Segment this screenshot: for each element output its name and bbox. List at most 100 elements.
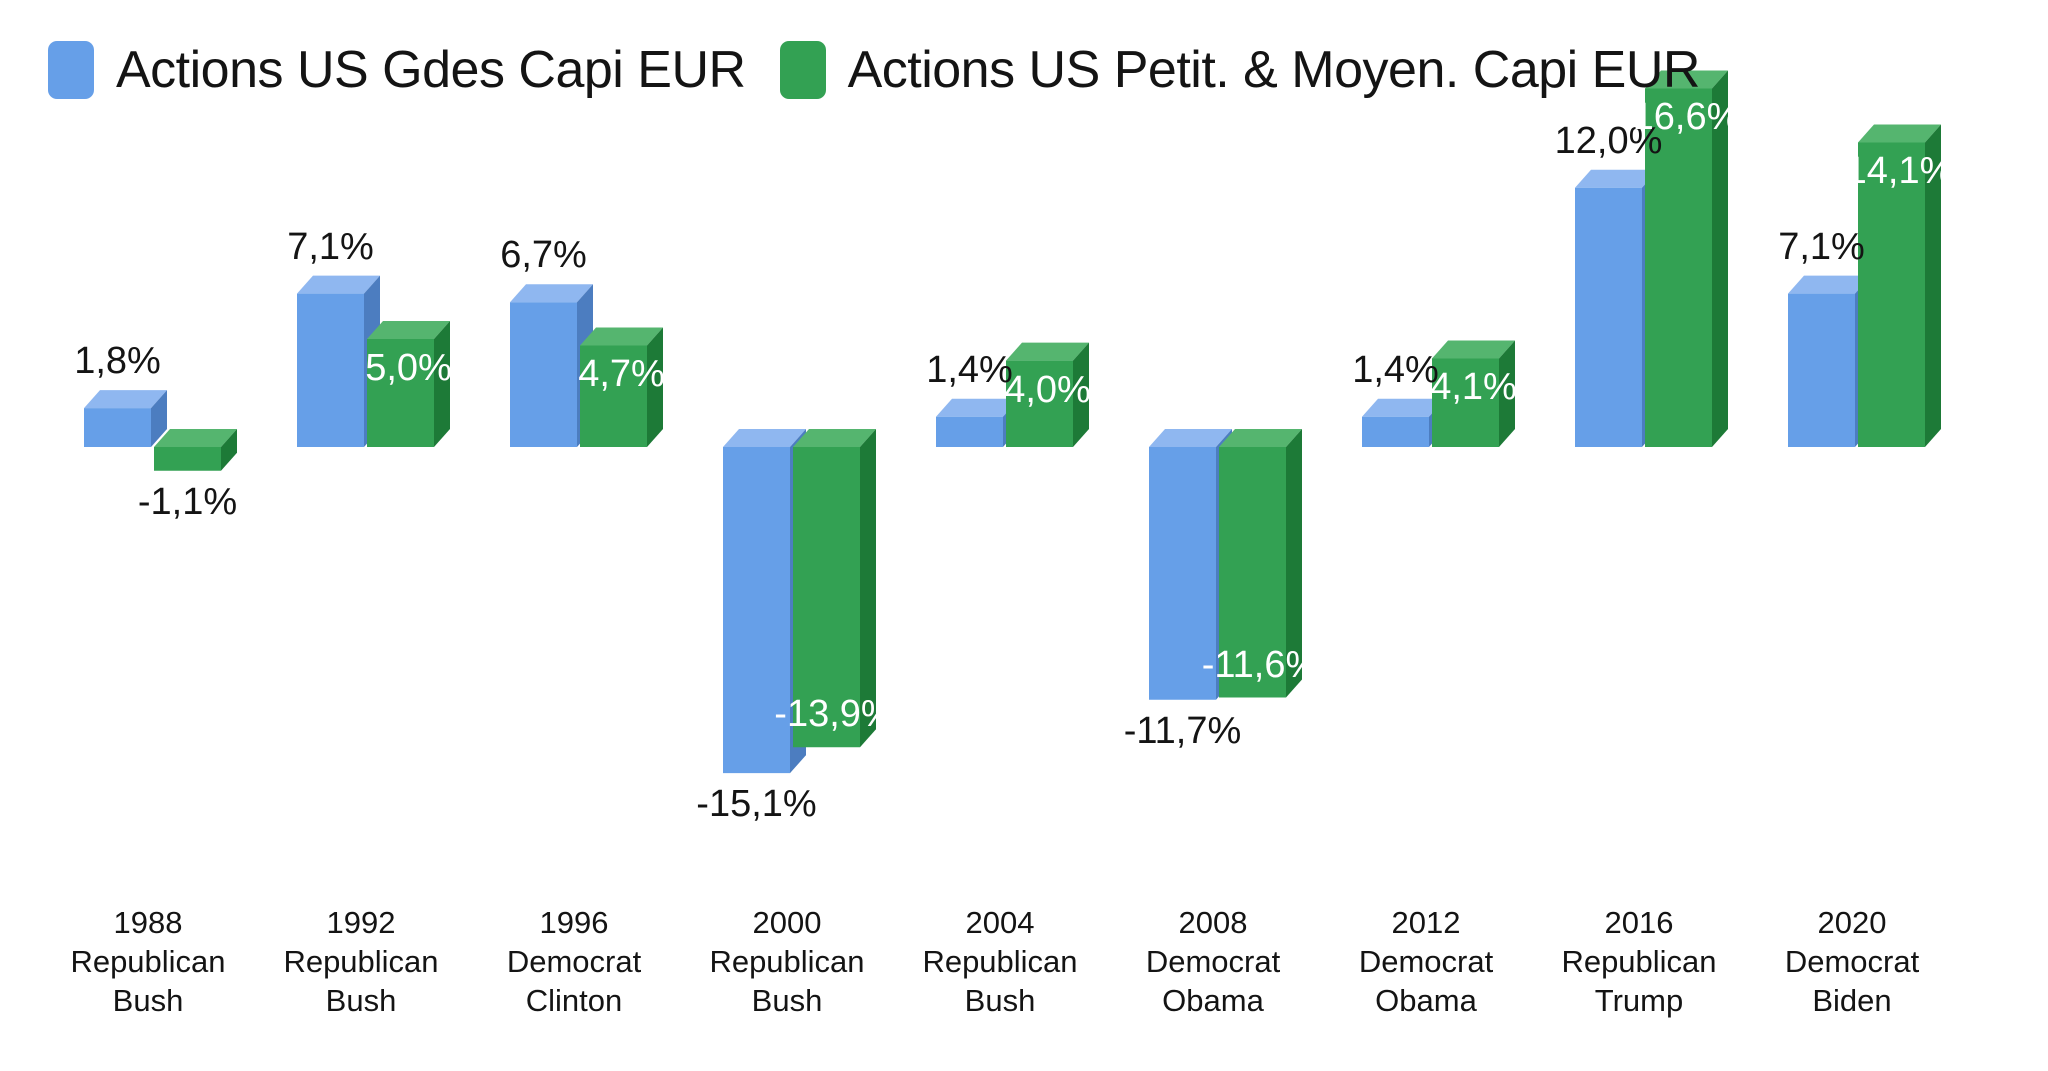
axis-label-2008-party: Democrat [1145, 944, 1281, 979]
bar-front-green-1988 [154, 447, 221, 471]
bar-side-green-2020 [1925, 124, 1941, 447]
value-label-green-2012: 4,1% [1430, 366, 1517, 409]
bar-top-blue-2000 [723, 429, 806, 447]
axis-label-2008-year: 2008 [1178, 905, 1248, 940]
axis-label-2016-year: 2016 [1604, 905, 1674, 940]
bar-top-green-2016 [1645, 70, 1728, 89]
bar-top-green-2012 [1432, 340, 1515, 359]
bar-front-green-2016 [1645, 88, 1712, 447]
bar-side-green-2012 [1499, 340, 1515, 447]
bar-top-green-1992 [367, 321, 450, 339]
bar-side-green-1992 [434, 321, 450, 447]
value-label-blue-2016: 12,0% [1554, 119, 1663, 162]
axis-label-1992-president: Bush [325, 983, 397, 1018]
bar-top-blue-2016 [1575, 169, 1658, 188]
bar-front-blue-2004 [936, 416, 1003, 447]
legend-label-large-cap: Actions US Gdes Capi EUR [116, 41, 746, 99]
axis-label-1992-party: Republican [283, 944, 439, 979]
legend-swatch-green-icon [779, 41, 826, 99]
legend-swatch-blue-icon [48, 41, 94, 99]
value-label-green-1992: 5,0% [365, 347, 452, 389]
axis-label-2012-president: Obama [1375, 983, 1477, 1018]
axis-label-1992-year: 1992 [326, 905, 396, 940]
bar-front-blue-2008 [1149, 447, 1216, 700]
bar-front-green-2004 [1006, 360, 1073, 447]
bar-side-green-2008 [1286, 429, 1302, 698]
bar-side-green-2000 [860, 429, 876, 748]
bar-top-blue-2008 [1149, 429, 1232, 447]
bar-side-green-1988 [221, 429, 237, 471]
axis-label-1988-year: 1988 [113, 905, 183, 940]
bar-top-blue-1992 [297, 275, 380, 294]
bar-side-green-2016 [1712, 70, 1728, 447]
axis-label-2016-party: Republican [1561, 944, 1717, 979]
axis-label-1996-party: Democrat [506, 944, 642, 979]
bar-side-green-1996 [647, 327, 663, 447]
value-label-blue-1996: 6,7% [500, 234, 587, 277]
value-label-green-2016: 16,6% [1632, 96, 1741, 139]
axis-label-2000-party: Republican [709, 944, 865, 979]
bar-top-blue-2020 [1788, 275, 1871, 294]
legend-label-small-mid-cap: Actions US Petit. & Moyen. Capi EUR [847, 41, 1701, 99]
bar-front-green-1996 [580, 345, 647, 447]
bar-top-green-1988 [154, 429, 237, 447]
bar-front-blue-2000 [723, 447, 790, 774]
chart-legend: Actions US Gdes Capi EUR Actions US Peti… [48, 40, 1700, 100]
value-label-blue-2008: -11,7% [1123, 709, 1242, 752]
bar-front-blue-1996 [510, 302, 577, 447]
axis-label-2012-party: Democrat [1358, 944, 1494, 979]
axis-label-1992: 1992 Republican Bush [254, 903, 468, 1020]
axis-label-2000: 2000 Republican Bush [680, 903, 894, 1020]
value-label-green-2004: 4,0% [1004, 368, 1091, 411]
value-label-blue-1988: 1,8% [74, 340, 161, 383]
bar-front-blue-2012 [1362, 416, 1429, 447]
axis-label-2004: 2004 Republican Bush [893, 903, 1107, 1020]
bar-front-green-2012 [1432, 358, 1499, 447]
bar-top-blue-1988 [84, 390, 167, 409]
bar-front-blue-2016 [1575, 187, 1642, 448]
axis-label-2008-president: Obama [1162, 983, 1264, 1018]
bar-top-green-2008 [1219, 429, 1302, 447]
bar-front-blue-2020 [1788, 293, 1855, 447]
axis-label-1988: 1988 Republican Bush [41, 903, 255, 1020]
value-label-blue-2020: 7,1% [1778, 225, 1865, 268]
bar-front-green-1992 [367, 339, 434, 447]
value-label-blue-2000: -15,1% [696, 783, 817, 826]
bar-front-blue-1992 [297, 293, 364, 447]
bar-front-green-2020 [1858, 142, 1925, 447]
bar-top-green-2020 [1858, 124, 1941, 143]
bar-top-blue-2004 [936, 398, 1019, 417]
legend-item-small-mid-cap: Actions US Petit. & Moyen. Capi EUR [779, 40, 1701, 100]
value-label-blue-2004: 1,4% [926, 348, 1013, 391]
legend-item-large-cap: Actions US Gdes Capi EUR [48, 40, 746, 100]
value-label-green-2020: 14,1% [1845, 150, 1954, 193]
axis-label-2020-party: Democrat [1784, 944, 1920, 979]
bar-top-blue-1996 [510, 284, 593, 303]
bar-top-green-2004 [1006, 342, 1089, 361]
axis-label-2008: 2008 Democrat Obama [1106, 903, 1320, 1020]
axis-label-1988-president: Bush [112, 983, 184, 1018]
bar-top-green-2000 [793, 429, 876, 447]
axis-label-2020-year: 2020 [1817, 905, 1887, 940]
bar-top-blue-2012 [1362, 398, 1445, 417]
bar-side-green-2004 [1073, 342, 1089, 447]
axis-label-2004-party: Republican [922, 944, 1078, 979]
bar-top-green-1996 [580, 327, 663, 346]
axis-label-1996-year: 1996 [539, 905, 609, 940]
axis-label-2004-president: Bush [964, 983, 1036, 1018]
axis-label-1996-president: Clinton [525, 983, 623, 1018]
axis-label-2000-president: Bush [751, 983, 823, 1018]
axis-label-2020-president: Biden [1812, 983, 1892, 1018]
bar-front-blue-1988 [84, 408, 151, 447]
bar-side-blue-1988 [151, 390, 167, 447]
axis-label-2016-president: Trump [1594, 983, 1684, 1018]
value-label-green-2000: -13,9% [774, 693, 895, 736]
bar-front-green-2008 [1219, 447, 1286, 698]
value-label-blue-1992: 7,1% [287, 225, 374, 268]
value-label-green-2008: -11,6% [1201, 643, 1320, 686]
axis-label-2000-year: 2000 [752, 905, 822, 940]
axis-label-2012-year: 2012 [1391, 905, 1461, 940]
value-label-green-1988: -1,1% [137, 480, 238, 523]
